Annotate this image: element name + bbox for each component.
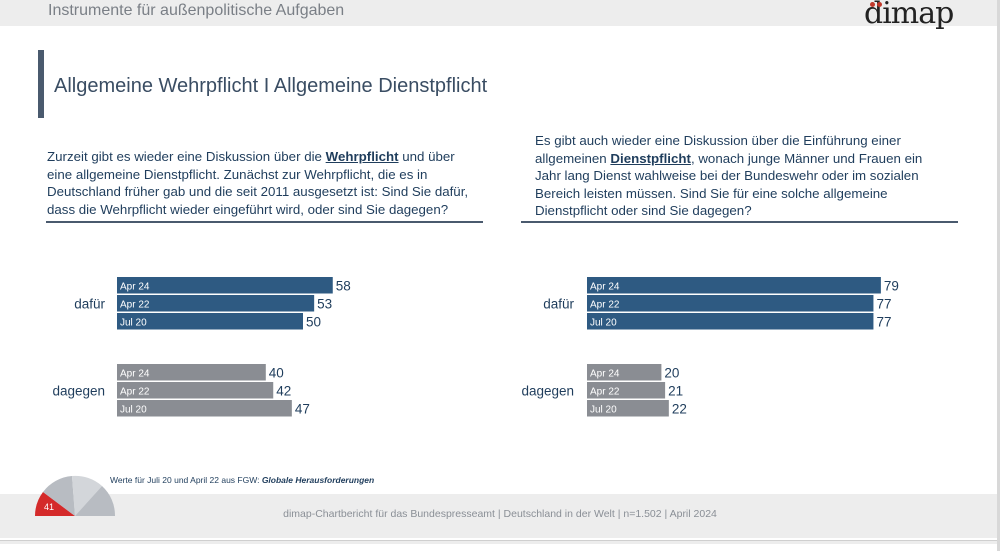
footnote-source: Globale Herausforderungen xyxy=(261,475,375,485)
question-right-post: , wonach junge Männer und Frauen ein Jah… xyxy=(535,150,923,219)
top-bar: Instrumente für außenpolitische Aufgaben xyxy=(0,0,1000,26)
page-number: 41 xyxy=(44,502,54,512)
data-label: 21 xyxy=(668,383,683,398)
footer-bar xyxy=(0,494,1000,538)
question-right: Es gibt auch wieder eine Diskussion über… xyxy=(535,132,935,220)
question-left-pre: Zurzeit gibt es wieder eine Diskussion ü… xyxy=(47,149,326,164)
data-label: 77 xyxy=(876,296,891,311)
bar xyxy=(117,382,274,399)
bar xyxy=(117,277,333,294)
series-label: Jul 20 xyxy=(590,317,617,328)
footnote: Werte für Juli 20 und April 22 aus FGW: … xyxy=(110,475,374,485)
bar xyxy=(587,295,874,312)
right-edge xyxy=(997,0,1000,551)
question-left-post: und über eine allgemeine Dienstpflicht. … xyxy=(47,149,469,217)
question-left: Zurzeit gibt es wieder eine Diskussion ü… xyxy=(47,148,477,218)
bar xyxy=(587,382,666,399)
category-label: dafür xyxy=(543,296,574,311)
category-label: dagegen xyxy=(521,383,574,398)
bottom-border xyxy=(0,540,1000,544)
data-label: 22 xyxy=(672,401,687,416)
bar-charts: dafür Apr 24 58 Apr 22 53 Jul 20 50 dagegen Apr … xyxy=(52,277,899,417)
page-title: Allgemeine Wehrpflicht I Allgemeine Dien… xyxy=(54,75,488,97)
series-label: Apr 22 xyxy=(120,386,150,397)
category-label: dagegen xyxy=(52,383,105,398)
bar xyxy=(587,313,874,330)
question-right-rule xyxy=(521,221,958,223)
data-label: 40 xyxy=(269,365,284,380)
series-label: Jul 20 xyxy=(120,317,147,328)
data-label: 20 xyxy=(664,365,679,380)
gauge-segment xyxy=(72,475,102,516)
bar xyxy=(587,400,669,417)
gauge-segment xyxy=(75,486,116,516)
series-label: Apr 24 xyxy=(590,281,620,292)
footer-text: dimap-Chartbericht für das Bundespressea… xyxy=(283,508,717,520)
data-label: 53 xyxy=(317,296,332,311)
bar xyxy=(117,295,315,312)
bar xyxy=(587,364,662,381)
gauge-segment xyxy=(35,492,75,516)
data-label: 42 xyxy=(276,383,291,398)
footnote-text: Werte für Juli 20 und April 22 aus FGW: xyxy=(110,475,262,485)
title-accent-bar xyxy=(38,50,44,118)
bar xyxy=(587,277,881,294)
series-label: Apr 24 xyxy=(590,368,620,379)
logo-dot xyxy=(877,2,882,7)
data-label: 58 xyxy=(336,278,351,293)
section-title: Instrumente für außenpolitische Aufgaben xyxy=(48,2,345,19)
bar xyxy=(117,313,303,330)
series-label: Jul 20 xyxy=(120,404,147,415)
question-right-pre: Es gibt auch wieder eine Diskussion über… xyxy=(535,133,901,166)
series-label: Apr 24 xyxy=(120,368,150,379)
page-gauge: 41 xyxy=(35,475,116,516)
data-label: 50 xyxy=(306,314,321,329)
keyword-wehrpflicht: Wehrpflicht xyxy=(325,149,399,164)
category-label: dafür xyxy=(74,296,105,311)
series-label: Apr 22 xyxy=(590,386,620,397)
series-label: Apr 22 xyxy=(590,299,620,310)
series-label: Jul 20 xyxy=(590,404,617,415)
bar xyxy=(117,364,266,381)
logo-dot xyxy=(870,2,875,7)
series-label: Apr 22 xyxy=(120,299,150,310)
data-label: 79 xyxy=(884,278,899,293)
bar xyxy=(117,400,292,417)
data-label: 77 xyxy=(876,314,891,329)
question-left-rule xyxy=(46,221,483,223)
series-label: Apr 24 xyxy=(120,281,150,292)
keyword-dienstpflicht: Dienstpflicht xyxy=(610,150,691,166)
data-label: 47 xyxy=(295,401,310,416)
gauge-segment xyxy=(43,476,75,516)
